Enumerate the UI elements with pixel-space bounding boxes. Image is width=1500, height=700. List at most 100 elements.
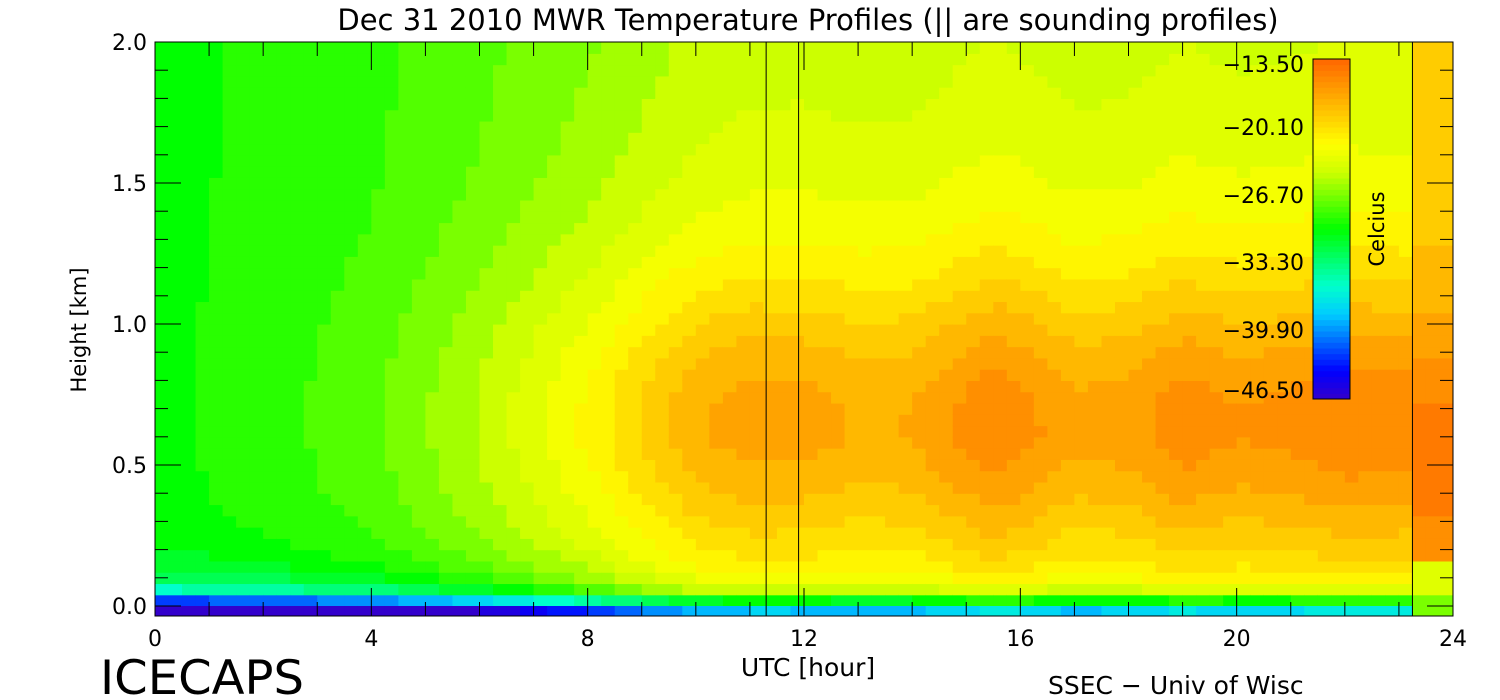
field-cell xyxy=(1128,278,1143,291)
field-cell xyxy=(601,549,616,562)
field-cell xyxy=(1250,143,1265,156)
field-cell xyxy=(1101,391,1116,404)
field-cell xyxy=(182,572,197,585)
field-cell xyxy=(885,402,900,415)
field-cell xyxy=(1114,324,1130,336)
field-cell xyxy=(776,278,792,291)
field-cell xyxy=(1155,233,1170,246)
field-cell xyxy=(844,199,859,212)
field-cell xyxy=(1033,42,1048,54)
field-cell xyxy=(317,301,332,314)
field-cell xyxy=(1223,380,1238,393)
field-cell xyxy=(1385,42,1400,54)
field-cell xyxy=(993,402,1008,415)
field-cell xyxy=(1439,538,1453,551)
field-cell xyxy=(628,346,643,359)
field-cell xyxy=(722,414,737,427)
field-cell xyxy=(695,527,710,539)
field-cell xyxy=(1142,481,1157,494)
field-cell xyxy=(290,436,305,449)
field-cell xyxy=(763,64,778,77)
field-cell xyxy=(1128,75,1143,88)
field-cell xyxy=(493,459,508,472)
field-cell xyxy=(587,324,602,336)
field-cell xyxy=(925,594,940,607)
field-cell xyxy=(330,346,345,359)
field-cell xyxy=(790,64,805,77)
field-cell xyxy=(1317,42,1332,54)
field-cell xyxy=(1114,75,1130,88)
field-cell xyxy=(398,515,413,528)
field-cell xyxy=(438,188,454,201)
field-cell xyxy=(1155,470,1170,483)
field-cell xyxy=(465,380,481,393)
field-cell xyxy=(560,301,575,314)
field-cell xyxy=(249,177,264,190)
field-cell xyxy=(858,357,873,370)
field-cell xyxy=(276,267,291,280)
field-cell xyxy=(182,414,197,427)
field-cell xyxy=(898,335,913,348)
field-cell xyxy=(966,414,981,427)
field-cell xyxy=(574,132,589,145)
field-cell xyxy=(1033,154,1048,167)
field-cell xyxy=(263,42,278,54)
field-cell xyxy=(1020,222,1035,235)
field-cell xyxy=(425,572,440,585)
field-cell xyxy=(1087,436,1103,449)
field-cell xyxy=(1250,549,1265,562)
field-cell xyxy=(209,245,224,257)
field-cell xyxy=(709,166,724,178)
field-cell xyxy=(763,549,778,562)
field-cell xyxy=(952,324,967,336)
field-cell xyxy=(1358,335,1373,348)
field-cell xyxy=(182,538,197,551)
field-cell xyxy=(1155,481,1170,494)
field-cell xyxy=(209,470,224,483)
field-cell xyxy=(1209,267,1224,280)
field-cell xyxy=(1209,120,1224,133)
field-cell xyxy=(506,290,521,303)
field-cell xyxy=(1114,436,1130,449)
field-cell xyxy=(641,560,656,573)
field-cell xyxy=(249,64,264,77)
field-cell xyxy=(655,177,670,190)
field-cell xyxy=(155,154,170,167)
field-cell xyxy=(790,448,805,460)
field-cell xyxy=(1006,436,1021,449)
field-cell xyxy=(1236,346,1251,359)
field-cell xyxy=(222,538,237,551)
field-cell xyxy=(398,425,413,438)
field-cell xyxy=(1155,357,1170,370)
field-cell xyxy=(209,211,224,224)
field-cell xyxy=(506,267,521,280)
field-cell xyxy=(479,267,494,280)
field-cell xyxy=(1074,256,1089,269)
field-cell xyxy=(736,199,751,212)
field-cell xyxy=(560,154,575,167)
field-cell xyxy=(817,166,832,178)
field-cell xyxy=(1290,256,1305,269)
field-cell xyxy=(1074,527,1089,539)
field-cell xyxy=(1385,222,1400,235)
field-cell xyxy=(357,120,372,133)
field-cell xyxy=(1169,64,1184,77)
field-cell xyxy=(682,335,697,348)
field-cell xyxy=(1439,98,1453,111)
field-cell xyxy=(290,42,305,54)
field-cell xyxy=(506,120,521,133)
field-cell xyxy=(1060,380,1076,393)
field-cell xyxy=(1155,267,1170,280)
field-cell xyxy=(411,98,427,111)
field-cell xyxy=(587,594,602,607)
field-cell xyxy=(479,53,494,66)
field-cell xyxy=(411,448,427,460)
field-cell xyxy=(168,301,183,314)
field-cell xyxy=(939,87,954,99)
field-cell xyxy=(925,391,940,404)
field-cell xyxy=(344,290,359,303)
field-cell xyxy=(330,402,345,415)
field-cell xyxy=(736,211,751,224)
field-cell xyxy=(1033,109,1048,122)
field-cell xyxy=(222,594,237,607)
